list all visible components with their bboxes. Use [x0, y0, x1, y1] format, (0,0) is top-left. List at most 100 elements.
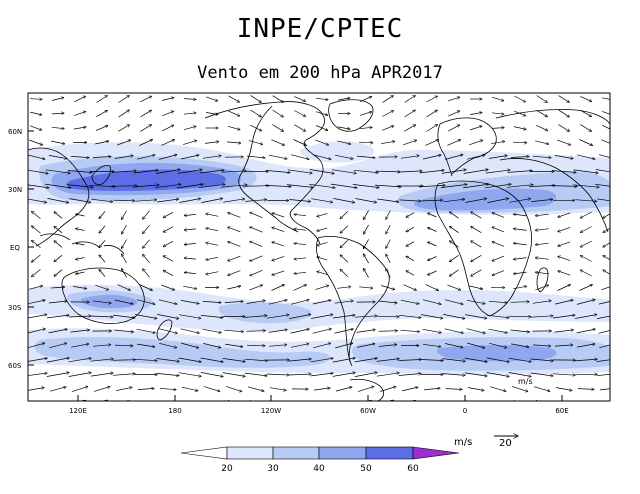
wind-vector — [90, 359, 114, 362]
wind-vector — [49, 343, 67, 349]
wind-vector — [294, 258, 307, 259]
wind-vector — [514, 95, 526, 102]
wind-vector — [184, 214, 196, 215]
wind-vector — [181, 342, 199, 348]
wind-vector — [489, 342, 507, 347]
lat-label-60s: 60S — [8, 362, 22, 370]
wind-vector — [422, 299, 441, 305]
wind-vector — [250, 109, 262, 117]
wind-vector — [246, 155, 265, 158]
wind-vector — [32, 269, 41, 276]
wind-vector — [136, 328, 156, 333]
wind-vector — [340, 255, 349, 263]
wind-vector — [54, 254, 63, 262]
wind-vector — [140, 110, 152, 118]
wind-vector — [224, 329, 244, 332]
wind-vector — [244, 316, 267, 318]
wind-vector — [140, 96, 151, 103]
wind-vector — [558, 241, 571, 246]
coast-africa — [434, 180, 532, 317]
wind-vector — [312, 154, 331, 160]
wind-vector — [603, 227, 610, 233]
wind-vector — [426, 96, 438, 103]
wind-vector — [176, 184, 203, 189]
wind-vector — [228, 95, 240, 102]
wind-vector — [359, 112, 372, 116]
colorbar: 20 30 40 50 60 — [180, 446, 460, 474]
wind-vector — [143, 269, 150, 278]
wind-vector — [200, 357, 224, 362]
wind-vector — [449, 255, 459, 261]
wind-vector — [28, 169, 48, 174]
wind-vector — [32, 254, 41, 262]
wind-vector — [378, 331, 398, 332]
wind-vector — [467, 342, 485, 348]
wind-vector — [163, 270, 174, 277]
wind-vector — [96, 110, 108, 118]
wind-vector — [308, 183, 335, 188]
wind-vector — [28, 373, 47, 376]
wind-vector — [288, 359, 312, 362]
wind-vector — [359, 127, 372, 128]
wind-vector — [266, 315, 289, 319]
wind-vector — [143, 225, 150, 233]
wind-vector — [313, 388, 330, 391]
wind-vector — [202, 301, 221, 302]
wind-vector — [244, 372, 267, 376]
wind-vector — [399, 200, 420, 201]
wind-vector — [386, 269, 391, 278]
wind-vector — [224, 301, 243, 302]
wind-vector — [228, 270, 241, 276]
wind-vector — [386, 224, 391, 234]
wind-vector — [506, 185, 533, 188]
wind-vector — [508, 372, 531, 377]
wind-vector — [551, 170, 576, 173]
wind-vector — [315, 139, 328, 145]
wind-vector — [115, 387, 132, 392]
wind-vector — [294, 214, 307, 215]
main-title: INPE/CPTEC — [236, 14, 404, 44]
wind-vector — [445, 343, 463, 348]
wind-vector — [293, 285, 307, 291]
wind-vector — [554, 330, 574, 333]
lat-label-30n: 30N — [8, 186, 22, 194]
wind-vector — [316, 403, 329, 404]
wind-vector — [137, 388, 154, 389]
wind-vector — [250, 269, 263, 275]
shade-sh-subtropical-weak — [28, 284, 610, 332]
wind-vector — [574, 359, 598, 362]
wind-vector — [310, 358, 334, 363]
colorbar-label-40: 40 — [313, 464, 325, 474]
wind-vector — [90, 373, 113, 377]
wind-vector — [162, 98, 174, 101]
wind-vector — [340, 240, 349, 247]
wind-vector — [93, 345, 111, 347]
wind-vector — [535, 272, 549, 275]
wind-vector — [317, 271, 328, 275]
wind-vector — [294, 96, 305, 102]
wind-vector — [244, 358, 268, 361]
wind-vector — [337, 140, 351, 144]
wind-vector — [272, 109, 284, 117]
wind-vector — [381, 126, 394, 131]
wind-vector — [426, 125, 437, 132]
wind-vector — [425, 284, 439, 290]
wind-vector — [533, 386, 550, 392]
coast-japan — [91, 165, 111, 185]
wind-vector — [222, 358, 246, 361]
wind-vector — [354, 358, 378, 363]
wind-vector — [507, 171, 532, 173]
wind-vector — [315, 125, 328, 131]
wind-vector — [158, 328, 178, 334]
wind-vector — [317, 227, 328, 231]
wind-vector — [580, 240, 592, 247]
wind-vector — [140, 125, 151, 132]
wind-vector — [403, 140, 416, 146]
wind-vector — [95, 284, 108, 290]
wind-vector — [99, 225, 106, 233]
wind-vector — [54, 212, 63, 219]
wind-vector — [156, 373, 179, 375]
wind-vector — [535, 285, 548, 291]
wind-vector — [51, 140, 65, 144]
colorbar-segment-40-50 — [318, 446, 367, 460]
